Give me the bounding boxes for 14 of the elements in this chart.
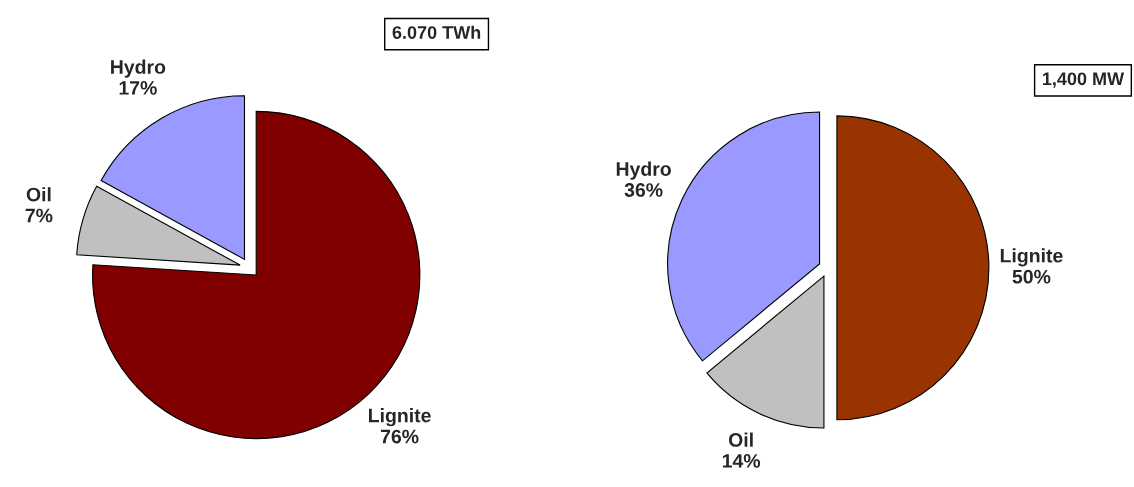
text: 6.070 TWh xyxy=(392,25,481,39)
slice-label: Hydro xyxy=(616,161,671,180)
data-label: 7% xyxy=(25,208,53,223)
data-label: 14% xyxy=(722,454,761,468)
slice-label: Oil xyxy=(728,432,753,447)
slice-label: Oil xyxy=(26,187,51,202)
text: 1,400 MW xyxy=(1042,72,1125,88)
slice-label: Lignite xyxy=(369,408,431,427)
data-label: 50% xyxy=(1012,269,1051,284)
slice-label: Lignite xyxy=(1000,248,1063,267)
data-label: 17% xyxy=(119,81,157,95)
slice-label: Hydro xyxy=(111,59,166,78)
data-label: 36% xyxy=(624,183,663,197)
data-label: 76% xyxy=(380,429,419,444)
